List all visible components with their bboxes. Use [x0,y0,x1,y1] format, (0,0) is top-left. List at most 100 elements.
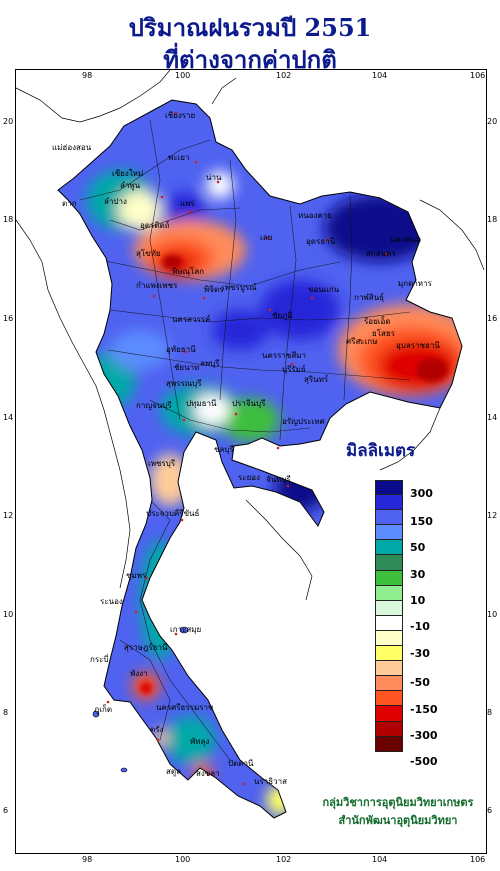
svg-text:เชียงราย: เชียงราย [165,111,195,120]
legend-swatch [375,646,403,662]
svg-text:ชลบุรี: ชลบุรี [214,445,234,454]
x-tick-bottom: 98 [82,855,93,864]
svg-text:ลำพูน: ลำพูน [120,181,141,191]
svg-text:แพร่: แพร่ [180,199,195,208]
legend-swatch [375,480,403,496]
svg-text:สุโขทัย: สุโขทัย [136,248,161,258]
svg-text:ชุมพร: ชุมพร [126,571,147,580]
svg-text:ศรีสะเกษ: ศรีสะเกษ [346,337,377,346]
svg-text:สุพรรณบุรี: สุพรรณบุรี [166,379,202,388]
y-tick-left: 16 [3,314,14,323]
legend-swatch [375,676,403,692]
svg-text:บุรีรัมย์: บุรีรัมย์ [282,364,306,374]
legend-label: -500 [410,755,438,768]
svg-text:ลำปาง: ลำปาง [104,197,127,206]
svg-text:ประจวบคีรีขันธ์: ประจวบคีรีขันธ์ [146,508,200,518]
x-tick-top: 98 [82,71,93,80]
legend-label: -10 [410,620,430,633]
svg-text:กาฬสินธุ์: กาฬสินธุ์ [354,292,384,302]
legend-label: 50 [410,541,426,554]
x-tick-top: 100 [175,71,191,80]
legend-swatch [375,600,403,616]
legend-swatch [375,495,403,511]
svg-text:นครพนม: นครพนม [390,235,421,244]
legend-label: -50 [410,676,430,689]
y-tick-right: 8 [487,708,493,717]
x-tick-top: 106 [470,71,486,80]
svg-text:สุราษฎร์ธานี: สุราษฎร์ธานี [124,642,168,652]
svg-text:สงขลา: สงขลา [196,769,220,778]
svg-text:อุดรธานี: อุดรธานี [306,237,336,246]
credit-line-2: สำนักพัฒนาอุตุนิยมวิทยา [338,814,458,827]
svg-text:น่าน: น่าน [206,173,222,182]
y-tick-left: 6 [3,806,9,815]
svg-text:จันทบุรี: จันทบุรี [266,475,292,484]
y-tick-left: 14 [3,413,14,422]
x-tick-bottom: 106 [470,855,486,864]
y-tick-right: 20 [487,117,498,126]
svg-text:ตรัง: ตรัง [150,725,163,734]
svg-text:พะเยา: พะเยา [168,153,189,162]
svg-text:ชัยนาท: ชัยนาท [174,363,199,372]
x-tick-top: 104 [372,71,388,80]
credit-line-1: กลุ่มวิชาการอุตุนิยมวิทยาเกษตร [322,796,474,809]
legend-swatch [375,706,403,722]
svg-text:อุทัยธานี: อุทัยธานี [166,345,196,354]
place-labels: เชียงราย แม่ฮ่องสอน เชียงใหม่ ลำพูน พะเย… [52,111,440,786]
legend-swatch [375,736,403,752]
legend-colorbar [375,480,403,752]
svg-text:มุกดาหาร: มุกดาหาร [398,279,433,288]
svg-text:พิษณุโลก: พิษณุโลก [172,266,204,276]
x-tick-bottom: 100 [175,855,191,864]
legend-swatch [375,661,403,677]
legend-label: -30 [410,647,430,660]
svg-text:ตาก: ตาก [62,199,77,208]
legend-title: มิลลิเมตร [346,441,416,461]
legend-swatch [375,691,403,707]
svg-text:เกาะสมุย: เกาะสมุย [170,625,201,634]
legend-label: 30 [410,568,426,581]
y-tick-left: 18 [3,215,14,224]
svg-text:เพชรบูรณ์: เพชรบูรณ์ [222,282,257,293]
svg-text:นครสวรรค์: นครสวรรค์ [172,314,210,324]
y-tick-left: 8 [3,708,9,717]
svg-text:ปทุมธานี: ปทุมธานี [186,399,217,408]
svg-text:ร้อยเอ็ด: ร้อยเอ็ด [364,316,391,326]
svg-text:อุตรดิตถ์: อุตรดิตถ์ [140,220,170,230]
svg-text:เลย: เลย [260,233,272,242]
y-tick-right: 6 [487,806,493,815]
svg-text:ชัยภูมิ: ชัยภูมิ [272,311,293,321]
svg-text:อรัญประเทศ: อรัญประเทศ [282,417,325,426]
y-tick-right: 14 [487,413,498,422]
legend-label: -150 [410,703,438,716]
svg-text:กระบี่: กระบี่ [90,653,109,664]
svg-text:ขอนแก่น: ขอนแก่น [308,285,340,294]
x-tick-top: 102 [276,71,292,80]
legend-swatch [375,721,403,737]
legend-label: 150 [410,515,433,528]
map-title: ปริมาณฝนรวมปี 2551 [128,13,372,42]
neighbour-borders [15,69,485,601]
y-tick-right: 10 [487,610,498,619]
legend-label: 300 [410,487,433,500]
legend-swatch [375,510,403,526]
svg-text:พังงา: พังงา [130,669,148,678]
svg-text:พัทลุง: พัทลุง [190,737,209,746]
y-tick-left: 20 [3,117,14,126]
svg-text:กาญจนบุรี: กาญจนบุรี [136,401,172,410]
y-tick-right: 12 [487,511,498,520]
svg-text:ระยอง: ระยอง [238,473,260,482]
svg-text:ลพบุรี: ลพบุรี [200,359,220,368]
svg-text:หนองคาย: หนองคาย [298,211,332,220]
svg-text:เชียงใหม่: เชียงใหม่ [112,169,143,178]
svg-text:ภูเก็ต: ภูเก็ต [94,704,112,715]
x-tick-bottom: 104 [372,855,388,864]
svg-text:ปัตตานี: ปัตตานี [228,759,254,768]
svg-text:อุบลราชธานี: อุบลราชธานี [396,341,440,350]
y-tick-left: 12 [3,511,14,520]
svg-text:สุรินทร์: สุรินทร์ [304,374,329,384]
svg-text:พิจิตร: พิจิตร [204,285,224,294]
svg-text:ระนอง: ระนอง [100,597,123,606]
legend-swatch [375,555,403,571]
